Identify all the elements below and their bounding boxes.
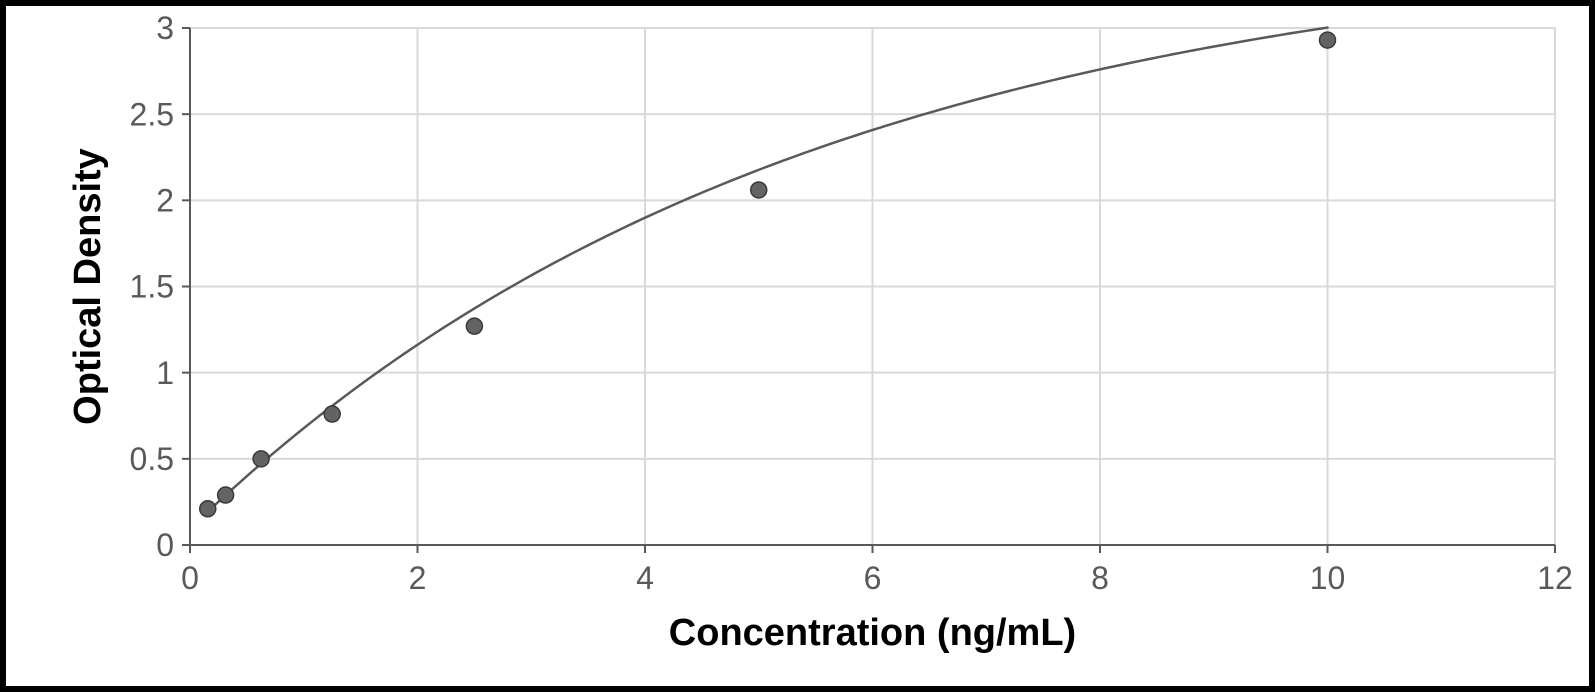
y-tick-label: 0.5 — [130, 441, 174, 477]
y-tick-label: 3 — [156, 10, 174, 46]
y-tick-label: 1 — [156, 355, 174, 391]
y-tick-label: 2 — [156, 183, 174, 219]
x-tick-label: 0 — [181, 560, 199, 596]
x-axis-title: Concentration (ng/mL) — [669, 612, 1076, 654]
x-tick-label: 6 — [864, 560, 882, 596]
y-tick-label: 2.5 — [130, 96, 174, 132]
y-axis-title: Optical Density — [67, 148, 109, 425]
data-point — [1320, 32, 1336, 48]
chart-frame: 0 2 4 6 8 10 12 0 0.5 1 1.5 2 2.5 3 Concentration (ng/… — [0, 0, 1595, 692]
y-tick-label: 0 — [156, 527, 174, 563]
data-point — [218, 487, 234, 503]
x-tick-label: 2 — [409, 560, 427, 596]
data-point — [466, 318, 482, 334]
x-tick-label: 4 — [636, 560, 654, 596]
y-tick-label: 1.5 — [130, 269, 174, 305]
data-point — [751, 182, 767, 198]
data-point — [324, 406, 340, 422]
x-tick-label: 8 — [1091, 560, 1109, 596]
x-tick-label: 12 — [1537, 560, 1573, 596]
data-point — [253, 451, 269, 467]
data-point — [200, 501, 216, 517]
x-tick-label: 10 — [1310, 560, 1346, 596]
chart-svg: 0 2 4 6 8 10 12 0 0.5 1 1.5 2 2.5 3 Concentration (ng/… — [6, 6, 1589, 686]
